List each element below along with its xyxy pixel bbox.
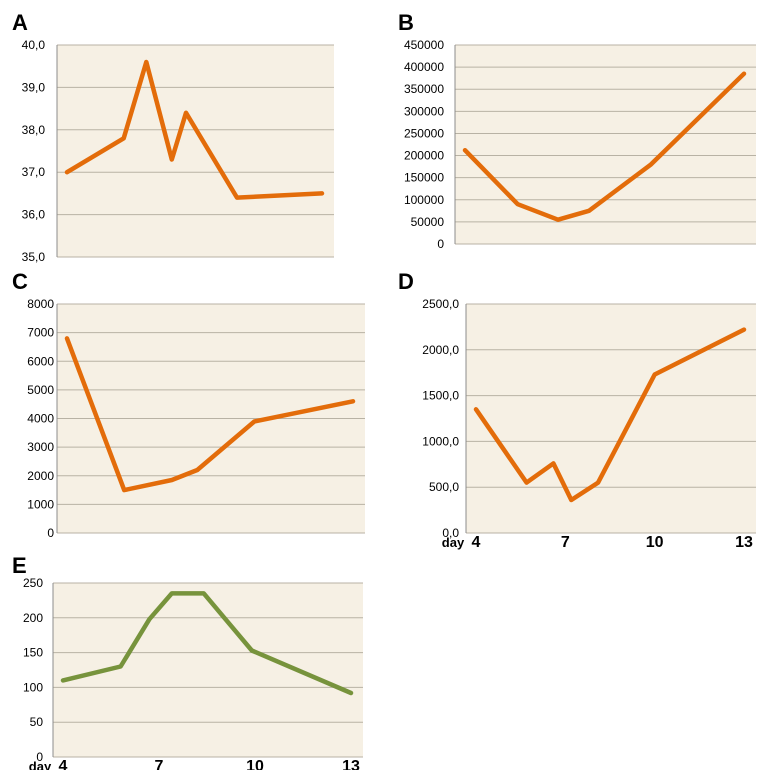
y-tick-label: 1000 <box>27 497 54 511</box>
y-tick-label: 100 <box>23 680 43 694</box>
panel-label: E <box>12 553 27 578</box>
panel-label: C <box>12 269 28 294</box>
y-tick-label: 50000 <box>411 215 445 229</box>
y-tick-label: 1000,0 <box>422 434 459 448</box>
y-tick-label: 1500,0 <box>422 389 459 403</box>
y-tick-label: 100000 <box>404 193 444 207</box>
y-tick-label: 4000 <box>27 412 54 426</box>
y-tick-label: 300000 <box>404 104 444 118</box>
y-tick-label: 3000 <box>27 440 54 454</box>
y-tick-label: 39,0 <box>22 80 46 94</box>
y-tick-label: 2000 <box>27 469 54 483</box>
y-tick-label: 38,0 <box>22 123 46 137</box>
y-tick-label: 5000 <box>27 383 54 397</box>
y-tick-label: 35,0 <box>22 250 46 264</box>
y-tick-label: 2000,0 <box>422 343 459 357</box>
chart-c: 0 1000 2000 3000 4000 5000 6000 7000 8000 C <box>12 269 365 540</box>
y-tick-label: 40,0 <box>22 38 46 52</box>
y-tick-label: 0 <box>437 237 444 251</box>
x-tick-label: 10 <box>246 758 264 770</box>
y-tick-label: 8000 <box>27 297 54 311</box>
panel-label: A <box>12 10 28 35</box>
y-tick-label: 6000 <box>27 354 54 368</box>
y-tick-label: 7000 <box>27 326 54 340</box>
chart-b: 0 50000 100000 150000 200000 250000 300000 3500… <box>398 10 756 251</box>
y-tick-label: 0 <box>47 526 54 540</box>
y-tick-label: 2500,0 <box>422 297 459 311</box>
y-tick-label: 150 <box>23 646 43 660</box>
panel-label: B <box>398 10 414 35</box>
y-tick-label: 250000 <box>404 126 444 140</box>
y-tick-label: 150000 <box>404 171 444 185</box>
y-tick-label: 450000 <box>404 38 444 52</box>
x-tick-label: 7 <box>561 534 570 551</box>
x-tick-label: 4 <box>472 534 481 551</box>
y-tick-label: 350000 <box>404 82 444 96</box>
x-tick-label: 10 <box>646 534 664 551</box>
x-axis-label: day <box>29 759 52 770</box>
x-tick-label: 13 <box>342 758 360 770</box>
panel-label: D <box>398 269 414 294</box>
y-tick-label: 36,0 <box>22 208 46 222</box>
x-axis-label: day <box>442 535 465 550</box>
y-tick-label: 200000 <box>404 149 444 163</box>
plot-area <box>466 304 756 533</box>
plot-area <box>455 45 756 244</box>
series-line <box>64 336 356 493</box>
y-tick-label: 250 <box>23 576 43 590</box>
x-tick-label: 13 <box>735 534 753 551</box>
x-tick-label: 7 <box>155 758 164 770</box>
y-tick-label: 0,0 <box>442 526 459 540</box>
series-line <box>462 71 747 222</box>
y-tick-label: 200 <box>23 611 43 625</box>
y-tick-label: 50 <box>30 715 44 729</box>
x-tick-label: 4 <box>59 758 68 770</box>
y-tick-label: 400000 <box>404 60 444 74</box>
y-tick-label: 500,0 <box>429 480 459 494</box>
y-tick-label: 37,0 <box>22 165 46 179</box>
y-tick-label: 0 <box>36 750 43 764</box>
chart-a: 35,0 36,0 37,0 38,0 39,0 40,0 A <box>12 10 334 264</box>
